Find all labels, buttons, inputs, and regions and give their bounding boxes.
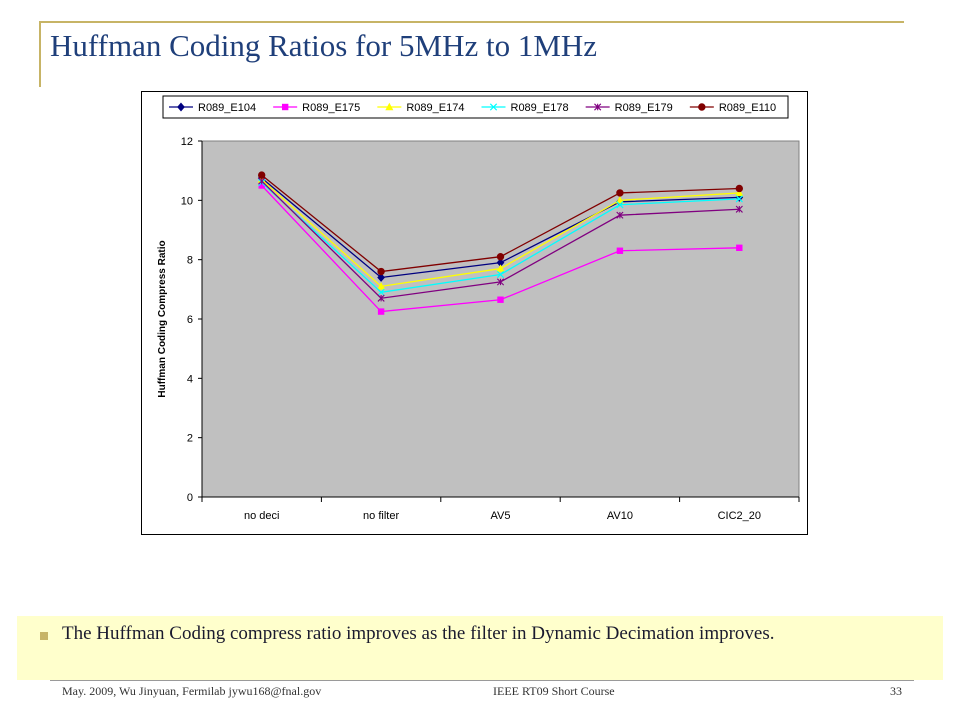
data-point-r089_e174 [615, 196, 624, 204]
data-point-r089_e179 [377, 294, 385, 302]
y-tick-label: 4 [187, 373, 193, 385]
legend-marker [177, 102, 185, 112]
y-tick-label: 10 [181, 195, 193, 207]
legend-marker [489, 103, 498, 111]
data-point-r089_e110 [735, 184, 743, 193]
data-point-r089_e175 [616, 247, 624, 254]
title-rule-top [39, 21, 904, 23]
data-point-r089_e178 [377, 288, 385, 296]
chart-area: 0 2 4 6 8 10 12 no deci no filter AV5 AV10 CIC2_20 H… [141, 91, 808, 535]
x-tick-label: no deci [244, 510, 279, 522]
data-point-r089_e110 [258, 171, 266, 179]
callout-box: The Huffman Coding compress ratio improv… [17, 616, 943, 680]
legend-label: R089_E179 [615, 102, 673, 114]
legend-label: R089_E104 [198, 102, 256, 114]
legend-box [162, 95, 789, 119]
legend-label: R089_E110 [719, 102, 776, 114]
footer-rule [50, 680, 914, 681]
data-point-r089_e178 [735, 195, 743, 203]
y-tick-label: 0 [187, 492, 193, 504]
bullet-icon [40, 632, 48, 640]
y-tick-label: 12 [181, 136, 193, 148]
data-point-r089_e175 [736, 244, 743, 252]
data-point-r089_e178 [616, 201, 624, 209]
footer-center: IEEE RT09 Short Course [493, 684, 615, 698]
x-tick-label: no filter [363, 510, 399, 522]
data-point-r089_e179 [616, 211, 624, 219]
legend-label: R089_E175 [302, 102, 360, 114]
legend-label: R089_E178 [511, 102, 569, 114]
legend-label: R089_E174 [406, 102, 464, 114]
data-point-r089_e174 [735, 188, 744, 197]
data-point-r089_e110 [616, 189, 624, 197]
y-axis-label: Huffman Coding Compress Ratio [157, 240, 168, 397]
y-tick-label: 2 [187, 433, 193, 445]
legend-marker [385, 102, 394, 111]
data-point-r089_e110 [496, 253, 505, 261]
data-point-r089_e175 [497, 296, 504, 303]
x-tick-label: CIC2_20 [718, 510, 761, 522]
page-number: 33 [890, 684, 902, 698]
data-point-r089_e110 [377, 267, 385, 276]
legend-marker [281, 103, 289, 111]
y-tick-label: 6 [187, 314, 193, 326]
x-tick-label: AV10 [607, 510, 633, 522]
footer-left: May. 2009, Wu Jinyuan, Fermilab jywu168@… [62, 684, 322, 698]
data-point-r089_e179 [496, 278, 505, 286]
x-tick-label: AV5 [491, 510, 511, 522]
data-point-r089_e179 [735, 205, 743, 213]
data-point-r089_e175 [377, 308, 385, 315]
legend-marker [698, 103, 706, 111]
data-point-r089_e174 [377, 282, 386, 290]
data-point-r089_e174 [496, 264, 505, 272]
title-rule-left [39, 21, 41, 87]
data-point-r089_e104 [377, 273, 385, 282]
callout-text: The Huffman Coding compress ratio improv… [62, 623, 775, 644]
data-point-r089_e178 [496, 270, 505, 279]
y-tick-label: 8 [187, 255, 193, 267]
legend-marker [594, 103, 602, 111]
slide-title: Huffman Coding Ratios for 5MHz to 1MHz [50, 28, 598, 63]
line-chart: 0 2 4 6 8 10 12 no deci no filter AV5 AV10 CIC2_20 H… [141, 91, 808, 535]
data-point-r089_e179 [258, 177, 266, 185]
